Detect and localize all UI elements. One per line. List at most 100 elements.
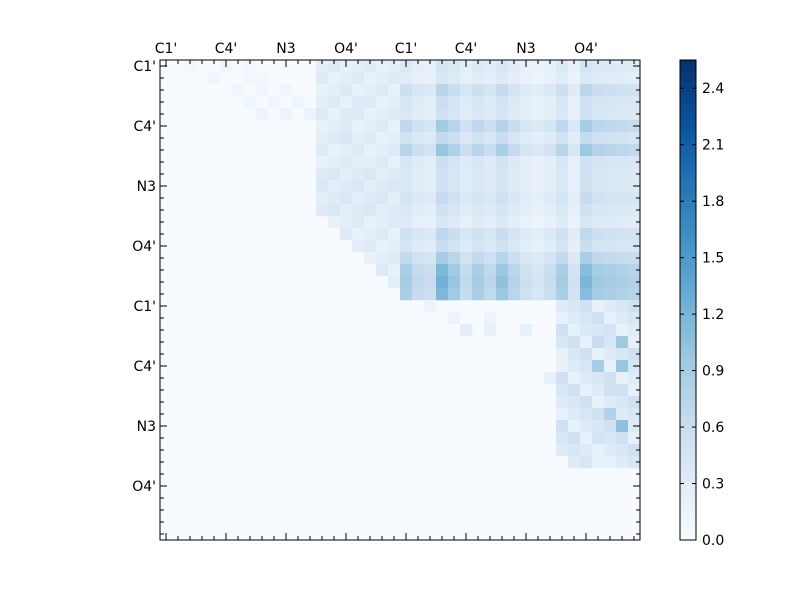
y-tick-label: O4'	[132, 239, 156, 255]
heatmap-cell	[364, 240, 377, 253]
heatmap-cell	[424, 288, 437, 301]
heatmap-cell	[388, 96, 401, 109]
heatmap-cell	[568, 444, 581, 457]
heatmap-cell	[568, 228, 581, 241]
heatmap-cell	[532, 108, 545, 121]
heatmap-cell	[628, 144, 641, 157]
heatmap-cell	[364, 228, 377, 241]
heatmap-cell	[412, 252, 425, 265]
heatmap-cell	[328, 216, 341, 229]
heatmap-cell	[568, 216, 581, 229]
heatmap-cell	[520, 108, 533, 121]
heatmap-cell	[376, 252, 389, 265]
heatmap-cell	[400, 216, 413, 229]
heatmap-cell	[448, 132, 461, 145]
heatmap-cell	[364, 216, 377, 229]
heatmap-cell	[568, 456, 581, 469]
x-tick-label: C4'	[215, 41, 238, 57]
heatmap-cell	[424, 72, 437, 85]
heatmap-cell	[628, 456, 641, 469]
heatmap-cell	[472, 168, 485, 181]
x-tick-label: O4'	[334, 41, 358, 57]
y-tick-label: N3	[137, 419, 156, 435]
heatmap-cell	[616, 432, 629, 445]
heatmap-cell	[568, 408, 581, 421]
heatmap-cell	[460, 180, 473, 193]
heatmap-cell	[400, 96, 413, 109]
heatmap-cell	[316, 144, 329, 157]
heatmap-cell	[568, 132, 581, 145]
heatmap-cell	[340, 204, 353, 217]
heatmap-cell	[580, 84, 593, 97]
heatmap-cell	[388, 216, 401, 229]
heatmap-cell	[340, 96, 353, 109]
heatmap-cell	[568, 336, 581, 349]
heatmap-cell	[412, 264, 425, 277]
heatmap-cell	[580, 384, 593, 397]
heatmap-cell	[508, 180, 521, 193]
heatmap-cell	[580, 180, 593, 193]
heatmap-cell	[328, 84, 341, 97]
heatmap-cell	[580, 276, 593, 289]
heatmap-cell	[568, 360, 581, 373]
heatmap-cell	[376, 84, 389, 97]
heatmap-cell	[256, 84, 269, 97]
heatmap-cell	[484, 96, 497, 109]
heatmap-cell	[472, 156, 485, 169]
heatmap-cell	[568, 192, 581, 205]
heatmap-cell	[460, 204, 473, 217]
heatmap-cell	[424, 180, 437, 193]
heatmap-cell	[412, 156, 425, 169]
heatmap-cell	[568, 264, 581, 277]
heatmap-cell	[400, 84, 413, 97]
heatmap-cell	[484, 60, 497, 73]
x-tick-label: N3	[276, 41, 295, 57]
heatmap-cell	[400, 144, 413, 157]
heatmap-cell	[616, 408, 629, 421]
heatmap-cell	[520, 72, 533, 85]
heatmap-cell	[412, 96, 425, 109]
heatmap-cell	[580, 144, 593, 157]
heatmap-cell	[556, 264, 569, 277]
heatmap-cell	[592, 120, 605, 133]
heatmap-cell	[232, 84, 245, 97]
heatmap-cell	[412, 192, 425, 205]
heatmap-cell	[412, 276, 425, 289]
heatmap-cell	[424, 144, 437, 157]
heatmap-cell	[460, 324, 473, 337]
heatmap-cell	[532, 60, 545, 73]
heatmap-cell	[592, 228, 605, 241]
heatmap-cell	[496, 96, 509, 109]
heatmap-cell	[520, 240, 533, 253]
heatmap-cell	[556, 396, 569, 409]
heatmap-cell	[424, 276, 437, 289]
heatmap-cell	[448, 96, 461, 109]
heatmap-cell	[448, 156, 461, 169]
heatmap-cell	[604, 336, 617, 349]
heatmap-cell	[520, 264, 533, 277]
heatmap-cell	[448, 216, 461, 229]
heatmap-cell	[496, 144, 509, 157]
heatmap-cell	[388, 180, 401, 193]
heatmap-cell	[460, 72, 473, 85]
heatmap-cell	[544, 192, 557, 205]
heatmap-cell	[460, 108, 473, 121]
heatmap-cell	[448, 168, 461, 181]
heatmap-cell	[424, 156, 437, 169]
heatmap-cell	[484, 252, 497, 265]
heatmap-cell	[376, 192, 389, 205]
x-tick-label: N3	[516, 41, 535, 57]
heatmap-cell	[616, 312, 629, 325]
heatmap-cell	[592, 252, 605, 265]
heatmap-cell	[268, 96, 281, 109]
heatmap-cell	[556, 120, 569, 133]
heatmap-cell	[556, 180, 569, 193]
heatmap-cell	[520, 192, 533, 205]
heatmap-cell	[628, 84, 641, 97]
heatmap-cell	[460, 96, 473, 109]
heatmap-cell	[388, 120, 401, 133]
heatmap-cell	[460, 276, 473, 289]
heatmap-cell	[316, 168, 329, 181]
x-tick-label: C1'	[155, 41, 178, 57]
heatmap-cell	[592, 132, 605, 145]
